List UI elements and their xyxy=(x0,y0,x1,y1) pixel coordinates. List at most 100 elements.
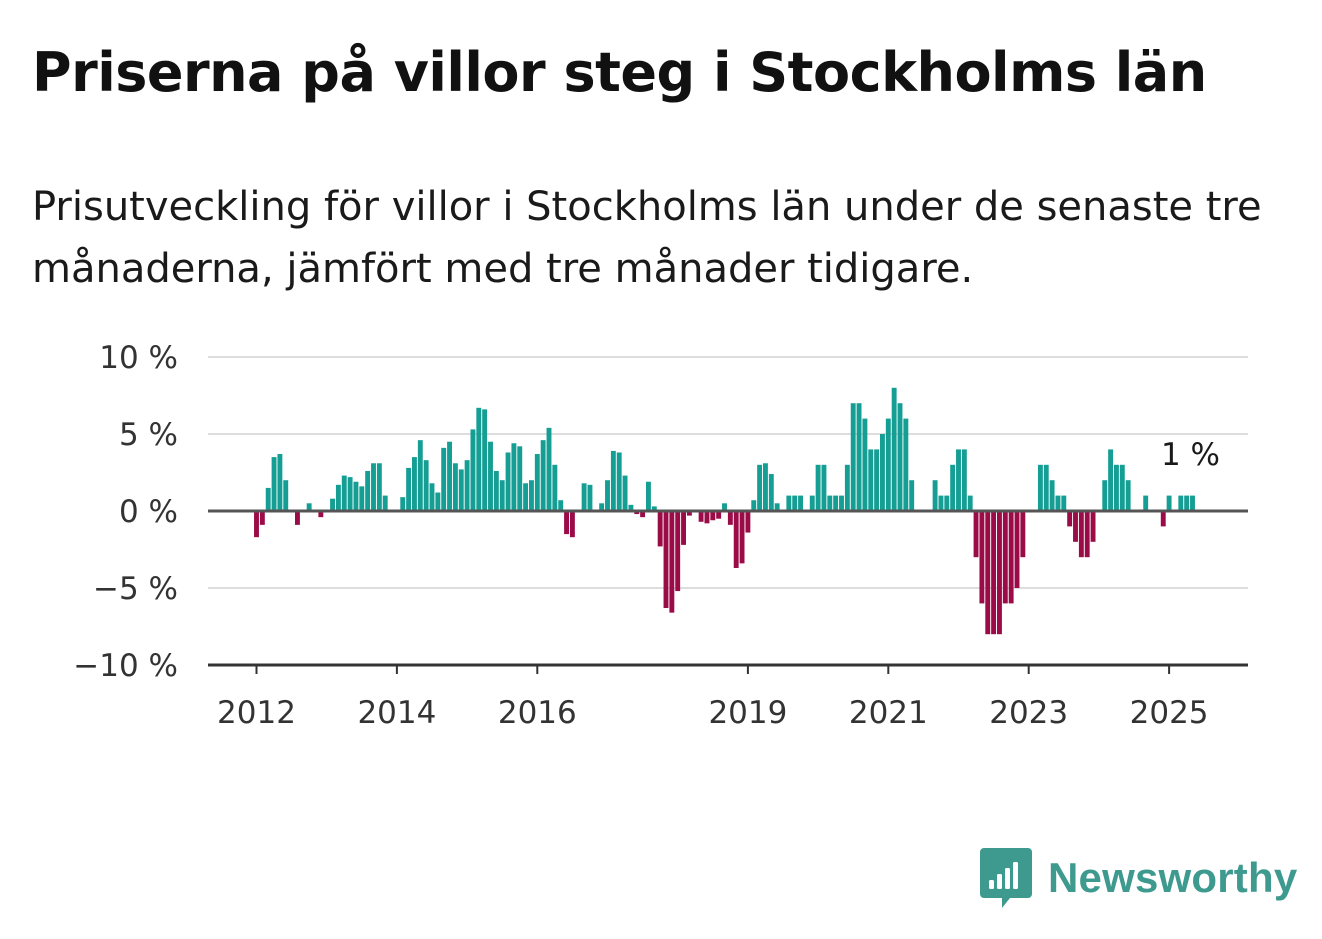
bar-2021-11 xyxy=(944,495,950,511)
bar-2018-08 xyxy=(716,511,722,519)
x-tick-label: 2025 xyxy=(1130,695,1209,731)
bar-2016-06 xyxy=(564,511,569,535)
bar-2017-03 xyxy=(616,452,622,511)
x-tick-label: 2019 xyxy=(708,695,787,731)
bar-2022-12 xyxy=(1020,511,1026,558)
bar-2018-03 xyxy=(686,511,692,516)
bar-2015-02 xyxy=(470,429,476,511)
bar-2019-03 xyxy=(757,464,763,511)
bar-2020-02 xyxy=(821,464,827,511)
bar-2016-05 xyxy=(558,500,564,511)
bar-2013-08 xyxy=(365,470,371,511)
bar-2024-03 xyxy=(1108,449,1114,511)
bar-2019-05 xyxy=(768,474,774,511)
bar-2017-10 xyxy=(657,511,663,547)
bar-2014-06 xyxy=(423,460,429,511)
x-tick-label: 2012 xyxy=(217,695,296,731)
bar-2014-05 xyxy=(417,440,423,511)
x-tick-label: 2023 xyxy=(989,695,1068,731)
bar-2017-09 xyxy=(651,506,657,511)
grid-lines xyxy=(208,356,1248,589)
bar-2022-08 xyxy=(997,511,1002,635)
bar-2015-12 xyxy=(529,480,534,511)
bar-2024-12 xyxy=(1160,511,1166,527)
bar-2017-08 xyxy=(646,481,651,511)
y-tick-label: 10 % xyxy=(99,340,178,376)
bar-2020-08 xyxy=(856,403,862,511)
bar-2013-02 xyxy=(330,498,335,511)
bar-2015-11 xyxy=(523,483,529,511)
bar-2013-06 xyxy=(353,481,359,511)
bar-2012-12 xyxy=(318,511,324,518)
bar-2016-01 xyxy=(534,454,540,511)
bar-2018-02 xyxy=(681,511,686,545)
bar-2023-12 xyxy=(1090,511,1096,542)
bar-2012-04 xyxy=(271,457,277,511)
annotations: 1 % xyxy=(1161,437,1220,473)
bar-2013-03 xyxy=(335,484,341,511)
bar-2022-07 xyxy=(991,511,997,635)
bar-2016-09 xyxy=(581,483,587,511)
bar-2022-01 xyxy=(956,449,961,511)
bar-2012-05 xyxy=(277,454,283,511)
bar-2020-09 xyxy=(862,418,868,511)
bar-2015-06 xyxy=(493,470,499,511)
bar-2014-09 xyxy=(441,447,447,511)
bar-2017-01 xyxy=(605,480,610,511)
bar-2022-09 xyxy=(1002,511,1008,604)
bar-2020-07 xyxy=(850,403,856,511)
bar-2019-09 xyxy=(792,495,798,511)
bar-2014-10 xyxy=(447,441,452,511)
bar-2023-07 xyxy=(1061,495,1067,511)
bar-2015-10 xyxy=(517,446,523,511)
bar-2018-06 xyxy=(704,511,710,524)
bar-2018-11 xyxy=(733,511,739,568)
bar-2015-07 xyxy=(499,480,505,511)
bar-2019-01 xyxy=(745,511,751,533)
bar-2016-02 xyxy=(540,440,546,511)
bar-2014-04 xyxy=(412,457,417,511)
bar-2014-07 xyxy=(429,483,435,511)
bar-2012-10 xyxy=(306,503,312,511)
y-tick-label: 0 % xyxy=(119,494,178,530)
bar-2022-10 xyxy=(1008,511,1014,604)
bar-2022-04 xyxy=(973,511,979,558)
bar-2023-05 xyxy=(1049,480,1055,511)
y-tick-label: −5 % xyxy=(93,571,178,607)
bar-chart: 10 % 5 % 0 % −5 % −10 % 2012 2014 2016 2019 2021… xyxy=(73,340,1248,731)
bar-2013-04 xyxy=(341,475,347,511)
bar-2020-06 xyxy=(844,464,850,511)
bar-2023-08 xyxy=(1067,511,1073,527)
bar-2016-10 xyxy=(587,484,593,511)
x-tick-label: 2014 xyxy=(357,695,436,731)
bar-2012-02 xyxy=(259,511,265,525)
bar-2017-06 xyxy=(634,511,640,515)
bar-2015-08 xyxy=(505,452,511,511)
brand: Newsworthy xyxy=(980,846,1297,910)
chart-subtitle: Prisutveckling för villor i Stockholms l… xyxy=(32,184,1262,292)
bar-2016-04 xyxy=(552,464,558,511)
bar-2015-09 xyxy=(511,443,517,511)
bar-2023-09 xyxy=(1073,511,1078,542)
bar-2014-08 xyxy=(435,492,441,511)
bar-2018-10 xyxy=(727,511,733,525)
bar-2020-10 xyxy=(868,449,874,511)
bar-2017-05 xyxy=(628,504,634,511)
bar-2019-04 xyxy=(763,463,768,511)
bar-2017-12 xyxy=(669,511,675,613)
bar-2020-12 xyxy=(880,434,885,511)
bar-2019-10 xyxy=(798,495,803,511)
bar-2018-05 xyxy=(698,511,704,522)
y-tick-label: 5 % xyxy=(119,417,178,453)
bar-2023-04 xyxy=(1043,464,1049,511)
y-axis-tick-labels: 10 % 5 % 0 % −5 % −10 % xyxy=(73,340,178,684)
newsworthy-logo-icon xyxy=(980,848,1032,908)
bar-2025-03 xyxy=(1178,495,1184,511)
bar-2013-09 xyxy=(371,463,376,511)
bar-2024-06 xyxy=(1125,480,1131,511)
bar-2023-06 xyxy=(1055,495,1061,511)
bar-2015-05 xyxy=(488,441,493,511)
bar-2017-04 xyxy=(622,475,628,511)
bar-2012-01 xyxy=(254,511,259,538)
bar-2019-02 xyxy=(751,500,757,511)
